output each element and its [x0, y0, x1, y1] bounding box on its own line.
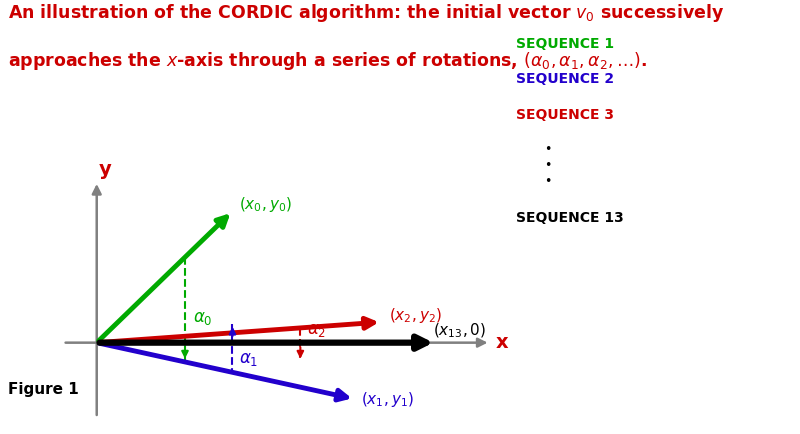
Text: $\alpha_1$: $\alpha_1$	[239, 350, 258, 368]
Text: x: x	[496, 333, 509, 352]
Text: $(x_{13}, 0)$: $(x_{13}, 0)$	[433, 322, 486, 340]
Text: $(x_0, y_0)$: $(x_0, y_0)$	[239, 195, 292, 214]
Text: •: •	[544, 175, 551, 188]
Text: An illustration of the CORDIC algorithm: the initial vector $v_0$ successively: An illustration of the CORDIC algorithm:…	[8, 2, 724, 24]
Text: $\alpha_0$: $\alpha_0$	[193, 309, 213, 327]
Text: approaches the $x$-axis through a series of rotations, $(\alpha_0, \alpha_1, \al: approaches the $x$-axis through a series…	[8, 50, 647, 72]
Text: •: •	[544, 159, 551, 172]
Text: $(x_2, y_2)$: $(x_2, y_2)$	[389, 306, 442, 325]
Text: y: y	[98, 160, 111, 179]
Text: $(x_1, y_1)$: $(x_1, y_1)$	[362, 390, 414, 408]
Text: SEQUENCE 3: SEQUENCE 3	[516, 108, 614, 122]
Text: $\alpha_2$: $\alpha_2$	[307, 322, 326, 339]
Text: SEQUENCE 2: SEQUENCE 2	[516, 72, 614, 86]
Text: SEQUENCE 1: SEQUENCE 1	[516, 37, 614, 51]
Text: •: •	[544, 143, 551, 156]
Text: Figure 1: Figure 1	[8, 382, 78, 397]
Text: SEQUENCE 13: SEQUENCE 13	[516, 211, 624, 225]
